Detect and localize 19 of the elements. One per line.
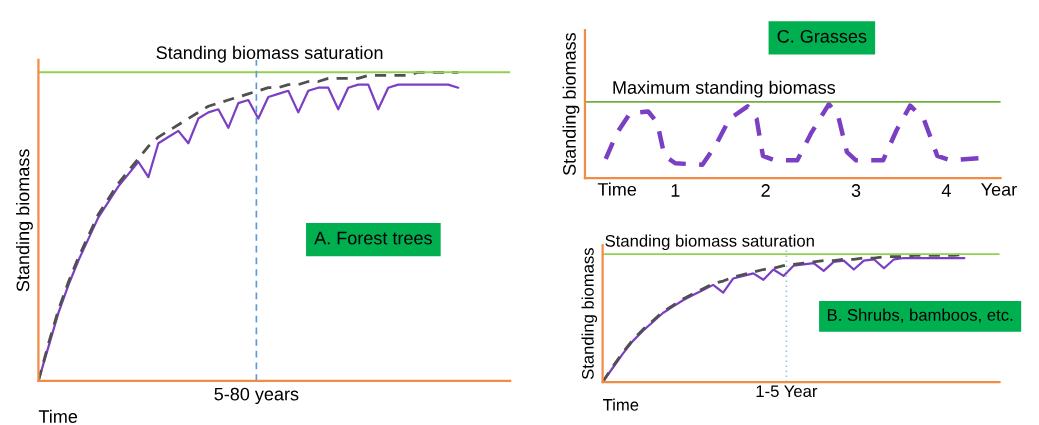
x-axis-title: Year xyxy=(981,183,1017,196)
x-tick-label: 1 xyxy=(671,184,680,197)
ref-line-label: Standing biomass saturation xyxy=(605,234,814,251)
x-axis-title: Time xyxy=(602,398,639,411)
ref-line-label: Standing biomass saturation xyxy=(156,45,383,63)
x-tick-label: 2 xyxy=(761,184,770,197)
x-axis-title: Time xyxy=(38,409,78,423)
annotation: A. Forest trees xyxy=(314,231,432,245)
text: 1-5 Year xyxy=(756,385,818,398)
y-axis-title: Standing biomass xyxy=(16,149,33,292)
annotation: B. Shrubs, bamboos, etc. xyxy=(827,308,1013,323)
x-tick-label: 4 xyxy=(941,184,951,197)
chart-title: C. Grasses xyxy=(777,29,867,43)
ref-line-label: Maximum standing biomass xyxy=(613,80,836,98)
y-axis-title: Standing biomass xyxy=(581,248,598,380)
y-axis-title: Standing biomass xyxy=(562,33,580,176)
text: Time xyxy=(597,182,637,196)
x-tick-label: 3 xyxy=(851,184,861,197)
text: 5-80 years xyxy=(214,387,299,405)
